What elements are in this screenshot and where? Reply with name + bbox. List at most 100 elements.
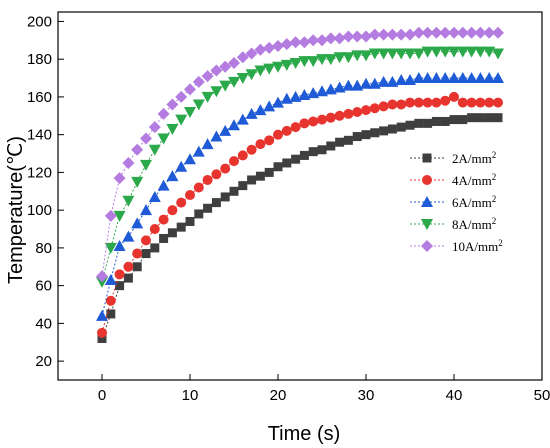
data-point <box>167 228 177 238</box>
data-point <box>149 224 160 235</box>
data-point <box>466 97 477 108</box>
data-point <box>440 116 450 126</box>
data-point <box>431 97 442 108</box>
data-point <box>449 91 459 102</box>
data-point <box>324 32 337 45</box>
data-point <box>395 73 408 85</box>
data-point <box>104 273 117 285</box>
data-point <box>141 249 151 259</box>
data-point <box>343 108 354 119</box>
data-point <box>404 73 416 85</box>
data-point <box>184 107 196 119</box>
data-point <box>430 46 443 58</box>
data-point <box>298 89 311 101</box>
series-2 <box>97 91 503 338</box>
data-point <box>280 38 293 51</box>
data-point <box>456 26 469 39</box>
data-point <box>105 295 116 306</box>
data-point <box>387 124 397 134</box>
data-point <box>421 26 434 39</box>
data-point <box>140 132 152 145</box>
data-point <box>405 97 415 108</box>
data-point <box>236 113 249 125</box>
data-point <box>131 176 144 188</box>
data-point <box>229 186 239 196</box>
data-point <box>106 309 116 319</box>
legend-marker <box>422 175 432 185</box>
data-point <box>430 72 443 84</box>
data-point <box>245 107 258 119</box>
data-point <box>386 48 399 60</box>
data-point <box>298 36 311 49</box>
data-point <box>308 147 318 157</box>
data-point <box>291 154 301 164</box>
data-point <box>396 99 407 110</box>
data-point <box>492 48 504 60</box>
data-point <box>210 130 223 142</box>
data-point <box>203 203 213 213</box>
data-point <box>158 214 169 225</box>
data-point <box>316 34 328 47</box>
data-point <box>412 26 425 39</box>
legend-marker <box>421 240 433 252</box>
data-point <box>308 116 319 127</box>
data-point <box>219 60 232 73</box>
data-point <box>167 205 178 216</box>
data-point <box>324 54 337 66</box>
data-point <box>439 72 452 84</box>
x-tick-label: 50 <box>534 387 550 404</box>
data-point <box>175 114 188 126</box>
data-point <box>325 112 336 123</box>
data-point <box>412 72 425 84</box>
legend-label: 4A/mm2 <box>452 172 496 188</box>
y-tick-label: 160 <box>27 89 52 106</box>
data-point <box>228 119 240 131</box>
data-point <box>184 83 196 96</box>
data-point <box>131 143 144 156</box>
data-point <box>430 26 443 39</box>
x-tick-label: 40 <box>446 387 463 404</box>
data-point <box>201 70 214 83</box>
x-tick-label: 20 <box>270 387 287 404</box>
data-point <box>412 48 425 60</box>
data-point <box>483 46 496 58</box>
data-point <box>423 118 433 128</box>
data-point <box>184 153 196 165</box>
data-point <box>290 122 301 133</box>
data-point <box>245 69 258 81</box>
y-tick-label: 120 <box>27 164 52 181</box>
data-point <box>210 64 223 77</box>
legend-marker <box>422 153 432 163</box>
data-point <box>122 230 135 242</box>
data-point <box>405 120 415 130</box>
y-axis-title-group: Temperature(℃) <box>5 136 27 284</box>
data-point <box>368 77 381 89</box>
data-point <box>299 150 309 160</box>
data-point <box>122 156 135 169</box>
data-point <box>157 179 170 191</box>
data-point <box>289 36 302 49</box>
data-point <box>342 30 355 43</box>
data-point <box>457 97 468 108</box>
data-point <box>166 124 179 136</box>
data-point <box>474 46 487 58</box>
data-point <box>289 57 302 69</box>
data-point <box>192 99 205 111</box>
data-point <box>317 145 327 155</box>
data-point <box>334 110 345 121</box>
data-point <box>368 48 381 60</box>
data-point <box>176 197 187 208</box>
x-axis-title: Time (s) <box>268 423 341 445</box>
data-point <box>439 46 452 58</box>
y-tick-label: 200 <box>27 13 52 30</box>
data-point <box>326 141 336 151</box>
data-point <box>493 97 503 108</box>
data-point <box>280 92 293 104</box>
data-point <box>484 97 495 108</box>
data-point <box>96 309 108 321</box>
data-point <box>360 77 372 89</box>
data-point <box>316 54 328 66</box>
data-point <box>229 156 239 167</box>
data-point <box>115 281 125 291</box>
legend-label: 6A/mm2 <box>452 194 496 210</box>
